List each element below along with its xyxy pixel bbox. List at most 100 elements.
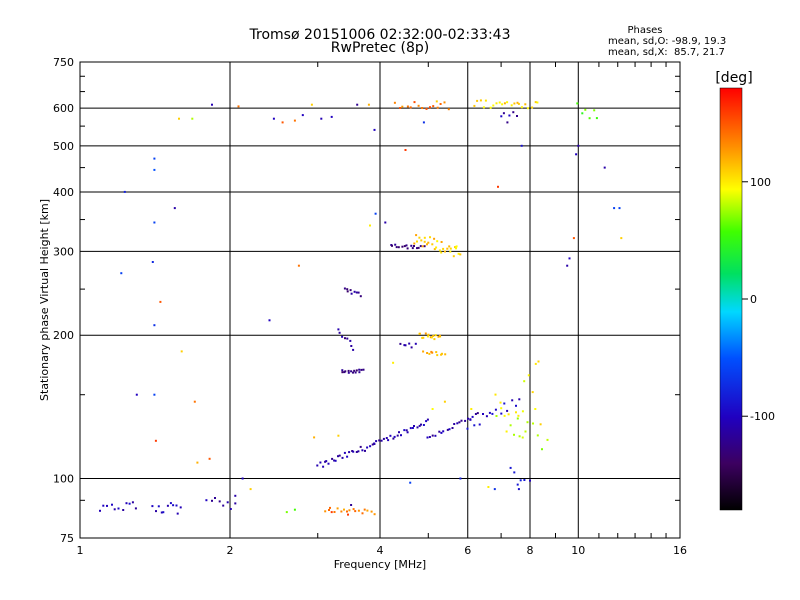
echo-point — [422, 336, 425, 339]
echo-point — [411, 247, 414, 250]
echo-point — [180, 350, 183, 353]
echo-point — [341, 369, 344, 372]
echo-point — [155, 510, 157, 513]
echo-point — [489, 106, 492, 109]
echo-point — [389, 434, 392, 437]
echo-point — [536, 434, 539, 437]
echo-point — [434, 334, 437, 337]
echo-point — [193, 400, 196, 403]
echo-point — [506, 121, 509, 124]
echo-point — [537, 360, 540, 363]
echo-point — [409, 427, 412, 430]
phase-info-o-mode: mean, sd,O: -98.9, 19.3 — [608, 36, 726, 47]
echo-point — [416, 426, 419, 429]
x-tick-label: 8 — [527, 544, 534, 557]
echo-point — [211, 103, 213, 106]
echo-point — [375, 440, 378, 443]
echo-point — [340, 510, 343, 513]
echo-point — [157, 505, 160, 508]
echo-point — [473, 424, 476, 427]
echo-point — [359, 445, 362, 448]
x-tick-label: 4 — [377, 544, 384, 557]
echo-point — [428, 352, 431, 355]
echo-point — [532, 422, 534, 425]
echo-point — [438, 430, 441, 433]
echo-point — [337, 328, 340, 331]
echo-point — [507, 413, 510, 416]
echo-point — [572, 237, 575, 240]
echo-point — [319, 461, 322, 464]
echo-point — [469, 418, 472, 421]
echo-point — [355, 291, 358, 294]
echo-point — [423, 245, 426, 248]
echo-point — [343, 508, 345, 511]
echo-point — [196, 461, 199, 464]
echo-point — [336, 507, 339, 510]
echo-point — [485, 415, 488, 418]
echo-point — [436, 354, 439, 357]
echo-point — [293, 119, 296, 122]
y-tick-label: 600 — [53, 102, 74, 115]
echo-point — [566, 264, 569, 267]
echo-point — [350, 370, 353, 373]
x-tick-label: 2 — [227, 544, 234, 557]
echo-point — [495, 102, 498, 105]
echo-point — [406, 431, 409, 434]
echo-point — [513, 471, 516, 474]
echo-point — [575, 153, 578, 156]
echo-point — [176, 512, 179, 515]
echo-point — [341, 371, 344, 374]
echo-point — [482, 106, 485, 109]
echo-point — [423, 240, 426, 243]
echo-point — [117, 507, 120, 510]
y-axis-label: Stationary phase Virtual Height [km] — [38, 199, 51, 401]
echo-point — [426, 243, 428, 246]
echo-point — [426, 352, 429, 354]
echo-point — [111, 503, 113, 506]
echo-point — [373, 128, 376, 131]
echo-point — [536, 101, 539, 104]
echo-point — [620, 237, 623, 240]
echo-point — [422, 350, 425, 353]
echo-point — [421, 336, 424, 339]
echo-point — [603, 166, 606, 169]
echo-point — [349, 289, 352, 292]
echo-point — [478, 423, 481, 426]
echo-point — [355, 451, 358, 453]
echo-point — [487, 486, 490, 488]
echo-point — [505, 430, 508, 433]
echo-point — [581, 112, 584, 115]
echo-point — [435, 246, 438, 249]
echo-point — [337, 434, 340, 437]
echo-point — [440, 241, 443, 243]
echo-point — [541, 448, 543, 451]
echo-point — [527, 374, 530, 377]
echo-point — [523, 380, 526, 383]
echo-point — [281, 121, 284, 124]
echo-point — [382, 437, 385, 440]
echo-point — [347, 371, 350, 374]
echo-point — [426, 335, 429, 338]
echo-point — [348, 509, 351, 512]
echo-point — [431, 351, 434, 354]
echo-point — [333, 511, 336, 513]
echo-point — [431, 243, 434, 246]
echo-point — [399, 342, 402, 345]
echo-point — [364, 449, 366, 452]
echo-point — [449, 250, 452, 253]
echo-point — [234, 494, 237, 497]
echo-point — [584, 108, 587, 111]
echo-point — [399, 107, 402, 109]
echo-point — [341, 456, 344, 459]
echo-point — [330, 511, 333, 514]
echo-point — [159, 300, 162, 303]
echo-point — [492, 104, 495, 107]
echo-point — [503, 414, 506, 417]
echo-point — [358, 368, 361, 371]
echo-point — [414, 342, 417, 345]
echo-point — [384, 221, 387, 224]
echo-point — [434, 434, 437, 437]
echo-point — [338, 454, 341, 457]
echo-point — [497, 185, 499, 188]
echo-point — [416, 247, 418, 250]
